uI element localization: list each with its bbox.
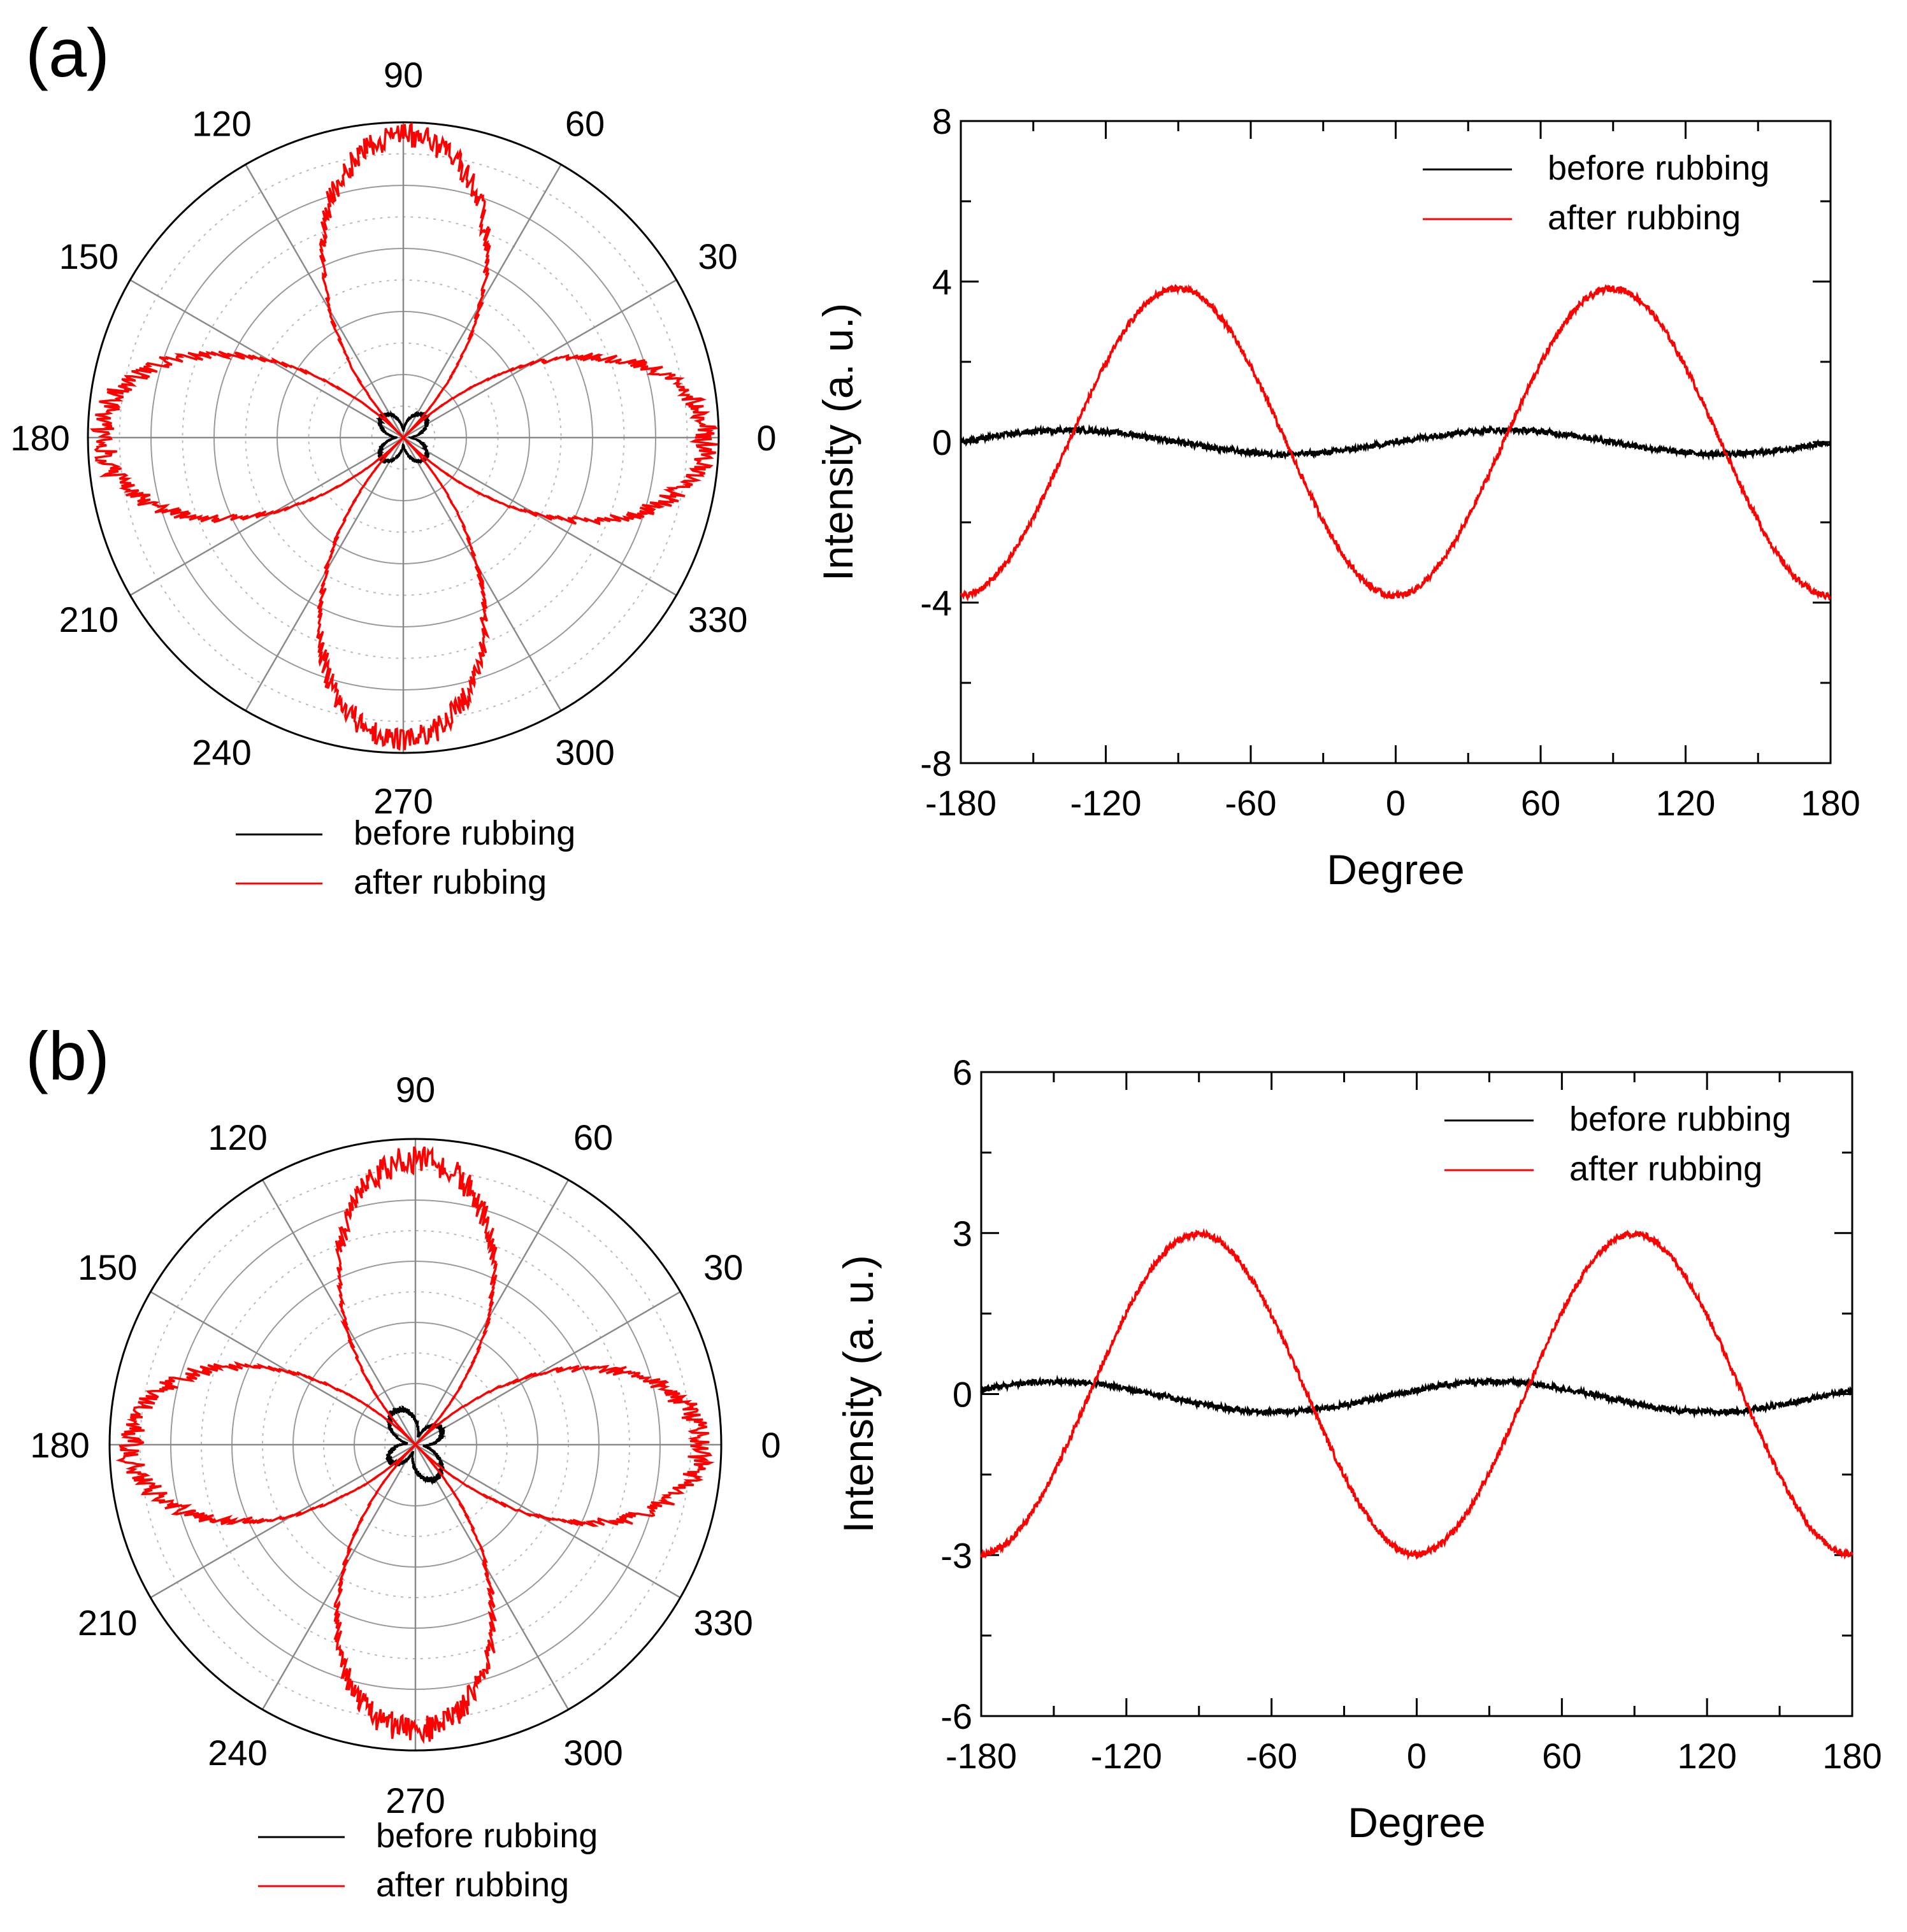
- line-series-after: [960, 283, 1831, 602]
- polar-angle-label: 180: [10, 418, 69, 458]
- legend-label: before rubbing: [1569, 1100, 1791, 1138]
- x-tick-label: 120: [1656, 783, 1715, 823]
- polar-angle-label: 120: [208, 1117, 267, 1157]
- x-tick-label: 0: [1386, 783, 1406, 823]
- x-tick-label: -120: [1091, 1736, 1162, 1776]
- x-tick-label: -60: [1246, 1736, 1297, 1776]
- polar-angle-label: 30: [698, 236, 737, 276]
- polar-angle-label: 60: [565, 103, 605, 143]
- polar-angle-label: 210: [78, 1603, 137, 1643]
- polar-angle-label: 90: [396, 1070, 435, 1110]
- polar-outer-circle: [87, 121, 720, 754]
- x-axis-title: Degree: [1327, 846, 1464, 893]
- y-tick-label: -3: [940, 1535, 972, 1575]
- line-series-before: [960, 424, 1832, 461]
- polar-angle-label: 300: [555, 733, 614, 773]
- line-series-after: [980, 1227, 1853, 1561]
- y-tick-label: -8: [920, 743, 952, 784]
- x-tick-label: -180: [946, 1736, 1017, 1776]
- polar-angle-label: 120: [192, 103, 251, 143]
- x-tick-label: 0: [1407, 1736, 1427, 1776]
- y-tick-label: 4: [932, 262, 952, 302]
- x-tick-label: -180: [925, 783, 997, 823]
- polar-angle-label: 330: [694, 1603, 753, 1643]
- x-tick-label: 60: [1521, 783, 1560, 823]
- polar-angle-label: 240: [208, 1733, 267, 1773]
- panel-label-b: (b): [25, 1017, 110, 1094]
- polar-angle-label: 270: [385, 1780, 445, 1821]
- x-tick-label: 180: [1822, 1736, 1882, 1776]
- y-tick-label: -6: [940, 1696, 972, 1736]
- y-axis-title: Intensity (a. u.): [835, 1255, 882, 1533]
- chart-2: 0 30 60 90 120 150 180 210 240 270 300 330 before ru…: [30, 1070, 781, 1904]
- polar-series-before: [385, 1405, 447, 1485]
- x-tick-label: 180: [1801, 783, 1860, 823]
- polar-angle-label: 0: [756, 418, 776, 458]
- polar-angle-label: 210: [59, 599, 119, 640]
- x-tick-label: -120: [1070, 783, 1141, 823]
- polar-angle-label: 0: [761, 1425, 781, 1465]
- polar-angle-label: 90: [384, 55, 423, 95]
- y-tick-label: -4: [920, 583, 952, 623]
- polar-series-after: [115, 1146, 715, 1745]
- x-tick-label: -60: [1225, 783, 1277, 823]
- legend-label: after rubbing: [354, 863, 547, 901]
- panel-label-a: (a): [25, 14, 110, 91]
- legend-label: before rubbing: [1548, 149, 1769, 187]
- polar-angle-label: 300: [563, 1733, 622, 1773]
- polar-angle-label: 150: [78, 1247, 137, 1287]
- y-tick-label: 8: [932, 101, 952, 141]
- x-tick-label: 120: [1677, 1736, 1736, 1776]
- chart-3: -180 -120 -60 0 60 120 180 -6 -3 0 3 6 Degree Intensi…: [835, 1052, 1882, 1846]
- y-tick-label: 0: [953, 1375, 972, 1415]
- line-series-before: [980, 1374, 1853, 1419]
- chart-0: 0 30 60 90 120 150 180 210 240 270 300 330 before ru…: [10, 55, 776, 901]
- polar-series-after: [89, 122, 719, 751]
- legend-label: after rubbing: [376, 1866, 569, 1904]
- polar-angle-label: 270: [373, 781, 433, 821]
- x-tick-label: 60: [1542, 1736, 1581, 1776]
- polar-angle-label: 330: [688, 599, 747, 640]
- y-tick-label: 3: [953, 1213, 972, 1254]
- polar-angle-label: 240: [192, 733, 251, 773]
- chart-1: -180 -120 -60 0 60 120 180 -8 -4 0 4 8 Degree Intensi…: [814, 101, 1860, 893]
- legend-label: after rubbing: [1569, 1150, 1762, 1188]
- polar-angle-label: 30: [703, 1247, 743, 1287]
- polar-angle-label: 180: [30, 1425, 89, 1465]
- polar-angle-label: 150: [59, 236, 119, 276]
- legend-label: before rubbing: [354, 814, 575, 852]
- y-tick-label: 0: [932, 422, 952, 462]
- y-axis-title: Intensity (a. u.): [814, 303, 861, 582]
- polar-series-before: [375, 410, 431, 464]
- polar-outer-circle: [108, 1138, 723, 1752]
- legend-label: before rubbing: [376, 1817, 598, 1855]
- x-axis-title: Degree: [1348, 1799, 1485, 1846]
- legend-label: after rubbing: [1548, 199, 1741, 237]
- polar-angle-label: 60: [573, 1117, 613, 1157]
- y-tick-label: 6: [953, 1052, 972, 1092]
